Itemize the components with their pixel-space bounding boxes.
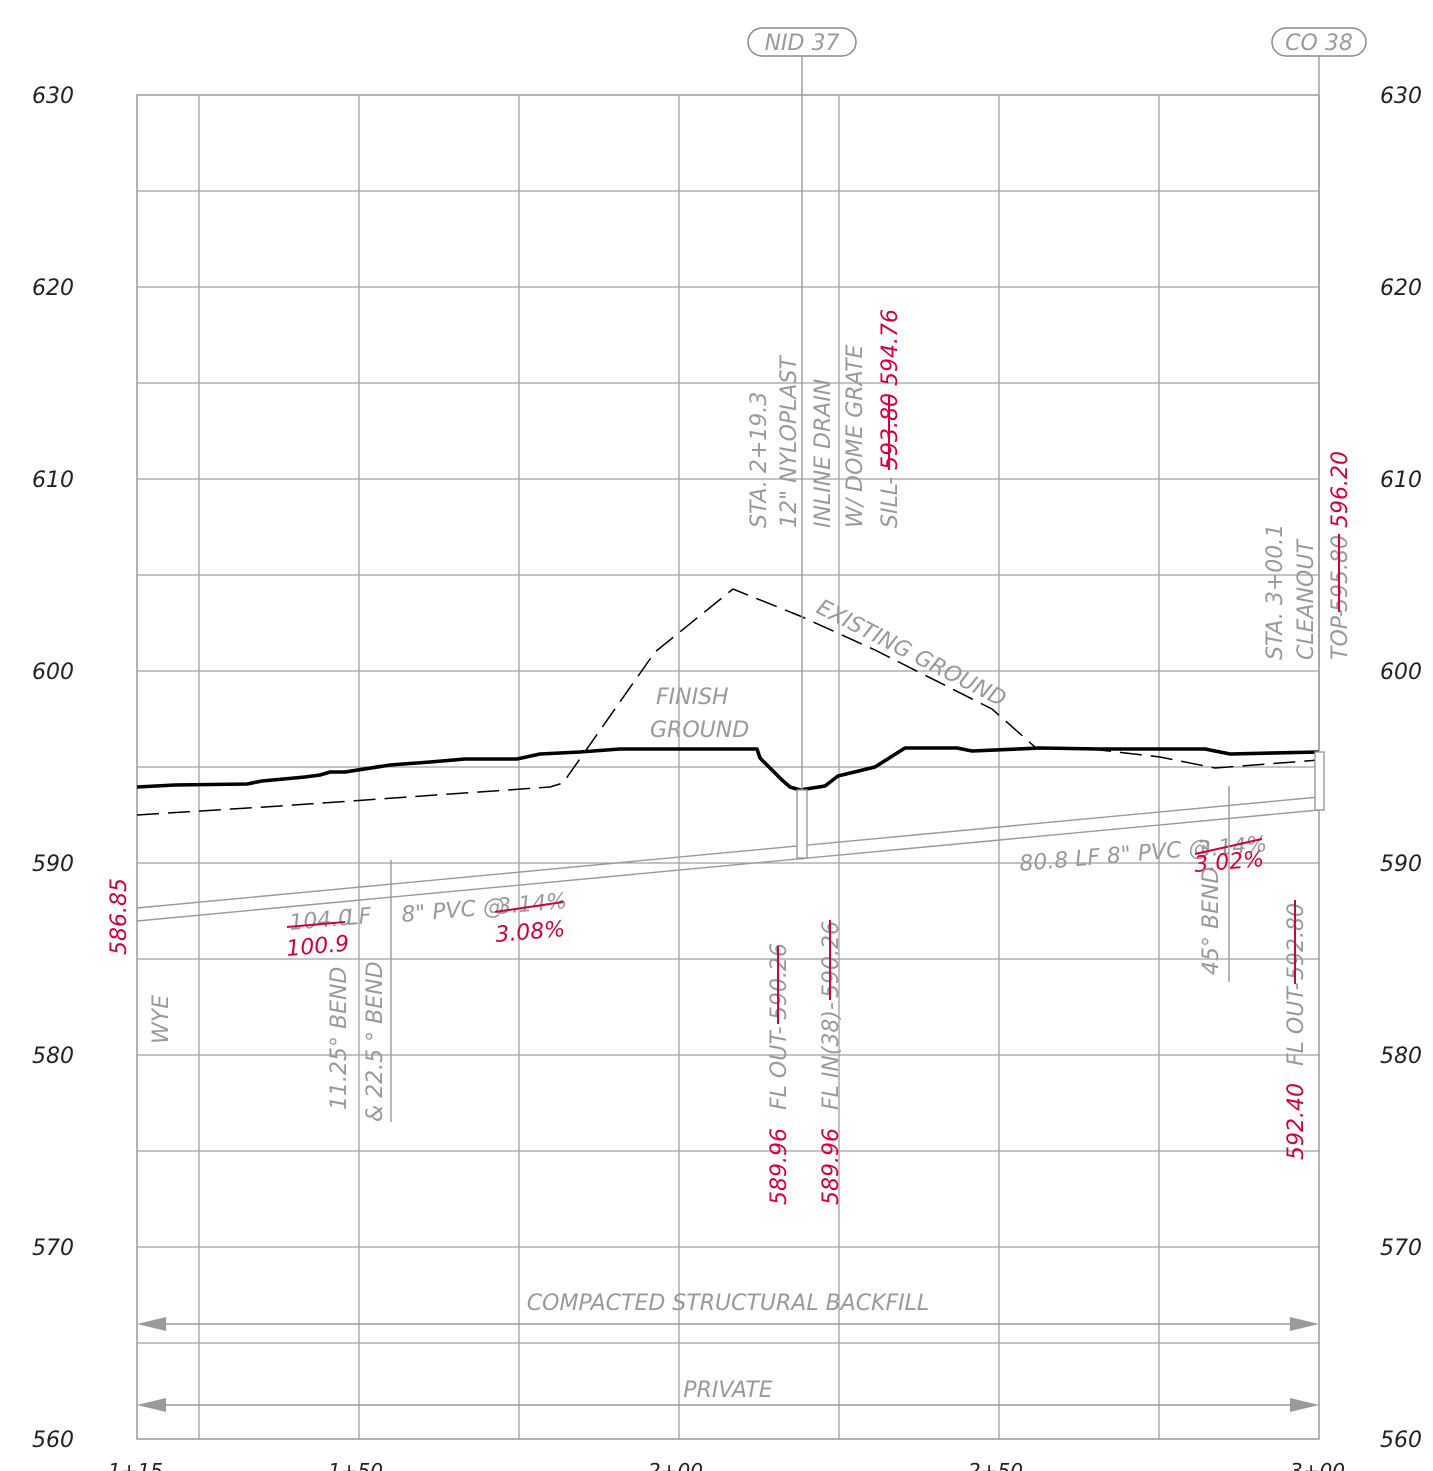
run1-length-unit: LF: [345, 904, 372, 931]
nid-desc-line1: 12" NYLOPLAST: [777, 355, 802, 528]
elevation-axis-right: 630 620 610 600 590 580 570 560: [1380, 84, 1422, 1453]
backfill-arrow-left: [137, 1317, 166, 1331]
nid-desc-line3: W/ DOME GRATE: [843, 344, 868, 528]
existing-ground-line: [136, 588, 1320, 816]
elev-label-630-right: 630: [1380, 84, 1422, 109]
run2-slope-old: 3.14%: [1196, 832, 1268, 863]
fittings: 11.25° BEND & 22.5 ° BEND 45° BEND: [327, 786, 1230, 1122]
nid-station-text: STA. 2+19.3: [747, 392, 772, 528]
private-label: PRIVATE: [683, 1378, 772, 1403]
run1-spec: 8" PVC @: [400, 894, 506, 928]
co-top-prefix: TOP-: [1328, 609, 1353, 660]
structure-nid-37: NID 37 STA. 2+19.3 12" NYLOPLAST INLINE …: [747, 27, 903, 1205]
station-label-1-50: 1+50: [328, 1459, 383, 1471]
run1-length-new: 100.9: [285, 932, 350, 962]
elev-label-620: 620: [32, 276, 74, 301]
wye-label: WYE: [149, 995, 174, 1044]
pipe-profile: [136, 796, 1320, 922]
bend-label-2: & 22.5 ° BEND: [363, 961, 388, 1122]
co-fl-out-new: 592.40: [1284, 1083, 1309, 1160]
co-fl-out-prefix: FL OUT-: [1284, 982, 1309, 1066]
run1-slope-old: 3.14%: [496, 889, 568, 920]
run2-prefix: 80.8 LF 8" PVC @: [1018, 835, 1211, 877]
elev-label-630: 630: [32, 84, 74, 109]
elev-label-570: 570: [32, 1236, 74, 1261]
pipe-crown-line: [136, 796, 1320, 909]
nid-fl-out-new: 589.96: [767, 1128, 792, 1205]
finish-ground-label-2: GROUND: [650, 718, 749, 743]
elevation-axis-left: 630 620 610 600 590 580 570 560: [32, 84, 74, 1453]
station-label-2-50: 2+50: [968, 1459, 1023, 1471]
elev-label-560-right: 560: [1380, 1428, 1422, 1453]
elev-label-580-right: 580: [1380, 1044, 1422, 1069]
co-top-old: 595.80: [1328, 535, 1353, 612]
nid-fl-out-old: 590.26: [767, 943, 792, 1020]
elev-label-610-right: 610: [1380, 468, 1422, 493]
wye-elevation: 586.85: [107, 878, 132, 955]
surface-labels: FINISH GROUND EXISTING GROUND: [650, 595, 1010, 743]
co-station-text: STA. 3+00.1: [1263, 524, 1288, 660]
elev-label-580: 580: [32, 1044, 74, 1069]
nid-tag-label: NID 37: [765, 31, 840, 56]
co-tag-label: CO 38: [1285, 31, 1353, 56]
nid-fl-in-prefix: FL IN(38)-: [819, 1002, 844, 1110]
pipe-run-2-label: 80.8 LF 8" PVC @ 3.14% 3.02%: [1018, 832, 1268, 878]
station-label-3-00: 3+00: [1290, 1459, 1345, 1471]
elev-label-570-right: 570: [1380, 1236, 1422, 1261]
nid-sill-new: 594.76: [878, 309, 903, 386]
backfill-label: COMPACTED STRUCTURAL BACKFILL: [527, 1291, 929, 1316]
zone-private: PRIVATE: [137, 1378, 1319, 1412]
run1-length-strike: [286, 921, 346, 928]
nid-fl-in-old: 590.26: [819, 921, 844, 998]
existing-ground-label: EXISTING GROUND: [812, 595, 1010, 712]
bend-label-1: 11.25° BEND: [327, 967, 352, 1110]
bend-label-3: 45° BEND: [1199, 867, 1224, 975]
pipe-run-1-label: 104.0 LF 100.9 8" PVC @ 3.14% 3.08%: [285, 889, 568, 962]
run1-slope-strike: [494, 901, 564, 913]
nid-sill-prefix: SILL-: [878, 477, 903, 528]
pipe-invert-line: [136, 809, 1320, 922]
elev-label-590: 590: [32, 852, 74, 877]
elev-label-560: 560: [32, 1428, 74, 1453]
nid-sill-old: 593.80: [878, 393, 903, 470]
run1-slope-new: 3.08%: [494, 917, 566, 948]
zone-backfill: COMPACTED STRUCTURAL BACKFILL: [137, 1291, 1319, 1331]
profile-grid: [137, 95, 1319, 1439]
co-desc-line1: CLEANOUT: [1294, 539, 1319, 660]
private-arrow-left: [137, 1398, 166, 1412]
wye-fitting: WYE 586.85: [107, 878, 174, 1044]
finish-ground-label-1: FINISH: [656, 685, 729, 710]
elev-label-610: 610: [32, 468, 74, 493]
finish-ground-line: [136, 746, 1320, 792]
elev-label-590-right: 590: [1380, 852, 1422, 877]
private-arrow-right: [1290, 1398, 1319, 1412]
nid-desc-line2: INLINE DRAIN: [811, 379, 836, 528]
station-axis: 1+15 1+50 2+00 2+50 3+00: [108, 1459, 1345, 1471]
co-fl-out-old: 592.80: [1284, 903, 1309, 980]
co-structure-body: [1314, 751, 1325, 811]
backfill-arrow-right: [1290, 1317, 1319, 1331]
station-label-1-15: 1+15: [108, 1459, 163, 1471]
co-top-new: 596.20: [1328, 451, 1353, 528]
station-label-2-00: 2+00: [648, 1459, 703, 1471]
run1-length-old: 104.0: [288, 906, 353, 936]
elev-label-600: 600: [32, 660, 74, 685]
structure-co-38: CO 38 STA. 3+00.1 CLEANOUT TOP- 595.80 5…: [1263, 27, 1367, 1160]
nid-fl-out-prefix: FL OUT-: [767, 1026, 792, 1110]
elev-label-620-right: 620: [1380, 276, 1422, 301]
nid-fl-in-new: 589.96: [819, 1128, 844, 1205]
elev-label-600-right: 600: [1380, 660, 1422, 685]
nid-structure-body: [796, 789, 808, 859]
